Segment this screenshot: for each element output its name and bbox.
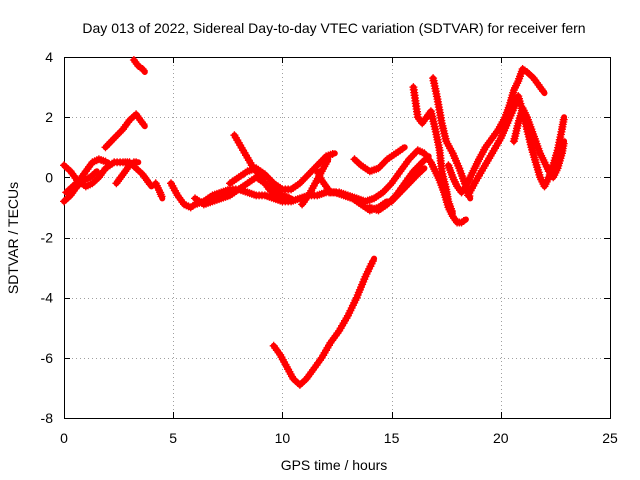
series-arc-12: [298, 156, 332, 209]
series-markers: [151, 179, 166, 201]
series-arc-5: [129, 56, 148, 75]
y-tick-label: -8: [41, 410, 54, 426]
y-tick-label: 2: [45, 109, 53, 125]
series-arc-6: [112, 158, 142, 188]
series-markers: [387, 166, 427, 206]
axis-ticks: 0 5 10 15 20 25 -8 -6 -4 -2 0 2 4: [41, 49, 618, 446]
series-arc-17: [409, 83, 456, 217]
chart-title: Day 013 of 2022, Sidereal Day-to-day VTE…: [82, 20, 585, 36]
series-arc-16: [387, 165, 428, 206]
series-arc-14: [350, 144, 408, 176]
y-tick-label: -2: [41, 230, 54, 246]
series-arc-2: [60, 168, 100, 206]
x-tick-label: 5: [169, 430, 177, 446]
y-axis-label: SDTVAR / TECUs: [5, 182, 21, 294]
x-tick-label: 25: [602, 430, 618, 446]
series-markers: [101, 110, 148, 152]
series-markers: [409, 83, 456, 215]
y-tick-label: -6: [41, 350, 54, 366]
series-arc-19: [444, 65, 548, 197]
series-markers: [464, 92, 568, 200]
y-tick-label: -4: [41, 290, 54, 306]
series-markers: [509, 104, 568, 182]
series-markers: [350, 144, 407, 176]
series-arc-4: [101, 110, 148, 152]
series-markers: [129, 56, 148, 75]
y-tick-label: 4: [45, 49, 53, 65]
series-markers: [269, 257, 377, 389]
series-arc-7: [151, 179, 166, 202]
series-arc-9: [191, 173, 295, 209]
series-arc-20: [464, 92, 568, 200]
x-tick-label: 20: [493, 430, 509, 446]
y-tick-label: 0: [45, 169, 53, 185]
series-markers: [444, 65, 547, 197]
x-tick-label: 15: [384, 430, 400, 446]
x-tick-label: 0: [60, 430, 68, 446]
x-axis-label: GPS time / hours: [281, 457, 388, 473]
series-markers: [226, 150, 337, 194]
series-arc-11: [226, 150, 338, 194]
series-markers: [112, 158, 141, 188]
data-series: [60, 56, 568, 389]
series-markers: [62, 155, 110, 197]
series-arc-22: [269, 255, 378, 389]
x-tick-label: 10: [275, 430, 291, 446]
series-arc-3: [62, 155, 111, 197]
series-markers: [60, 169, 99, 206]
grid: [64, 57, 610, 418]
series-arc-21: [509, 104, 568, 182]
series-trace: [270, 255, 378, 388]
